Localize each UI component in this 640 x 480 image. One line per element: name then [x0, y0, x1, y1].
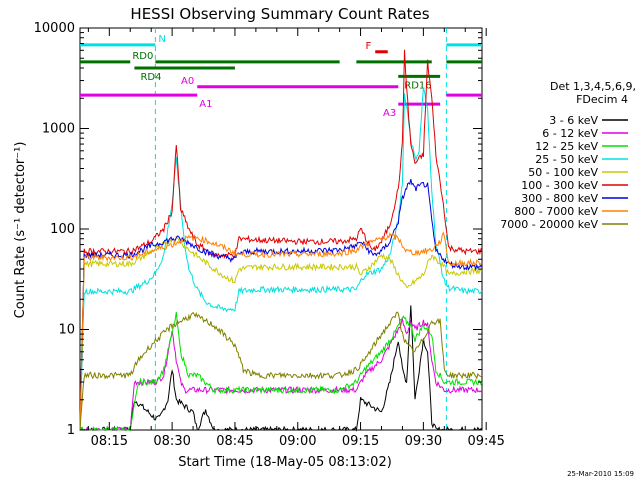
y-tick-label: 10: [58, 323, 75, 338]
x-tick-label: 09:15: [342, 434, 379, 449]
annotation-label-a0: A0: [181, 76, 194, 87]
series-line: [80, 317, 483, 432]
legend-label: 7000 - 20000 keV: [500, 218, 598, 231]
legend-label: 6 - 12 keV: [542, 127, 598, 140]
annotation-label-rd16: RD16: [404, 80, 431, 91]
annotation-layer: N RD0 RD4 F RD16 A0 A1 A3: [80, 28, 482, 430]
y-axis-label: Count Rate (s⁻¹ detector⁻¹): [13, 142, 28, 319]
y-tick-label: 10000: [34, 21, 75, 36]
x-tick-label: 09:30: [405, 434, 442, 449]
y-tick-label: 100: [50, 222, 75, 237]
annotation-label-n: N: [158, 34, 165, 45]
legend-label: 3 - 6 keV: [549, 114, 598, 127]
series-line: [79, 305, 483, 432]
annotation-label-rd0: RD0: [132, 51, 153, 62]
legend-label: 100 - 300 keV: [521, 179, 598, 192]
x-tick-label: 08:45: [216, 434, 253, 449]
y-tick-label: 1: [67, 423, 75, 438]
legend-label: 300 - 800 keV: [521, 192, 598, 205]
x-tick-label: 08:15: [91, 434, 128, 449]
legend-label: 800 - 7000 keV: [514, 205, 598, 218]
series-line: [79, 178, 483, 431]
series-line: [79, 231, 483, 430]
annotation-label-a1: A1: [199, 99, 212, 110]
annotation-label-a3: A3: [383, 108, 396, 119]
legend-label: 25 - 50 keV: [535, 153, 598, 166]
series-line: [79, 311, 483, 431]
x-tick-label: 09:00: [279, 434, 316, 449]
legend-label: 12 - 25 keV: [535, 140, 598, 153]
legend-header-line-1: Det 1,3,4,5,6,9,: [550, 80, 636, 93]
series-line: [79, 87, 483, 428]
series-line: [79, 235, 483, 431]
legend-label: 50 - 100 keV: [528, 166, 598, 179]
x-tick-label: 09:45: [467, 434, 504, 449]
y-tick-label: 1000: [42, 122, 75, 137]
annotation-label-f: F: [365, 41, 371, 52]
chart-title: HESSI Observing Summary Count Rates: [130, 5, 429, 23]
annotation-label-rd4: RD4: [140, 72, 161, 83]
series-layer: [79, 49, 483, 432]
x-axis-label: Start Time (18-May-05 08:13:02): [178, 455, 392, 470]
series-line: [79, 49, 483, 431]
series-line: [79, 311, 483, 432]
x-tick-label: 08:30: [153, 434, 190, 449]
axis-layer: 08:15 08:30 08:45 09:00 09:15 09:30 09:45 1 10 10…: [34, 21, 505, 449]
footer-timestamp: 25-Mar-2010 15:09: [567, 470, 634, 478]
legend-header-line-2: FDecim 4: [576, 93, 628, 106]
